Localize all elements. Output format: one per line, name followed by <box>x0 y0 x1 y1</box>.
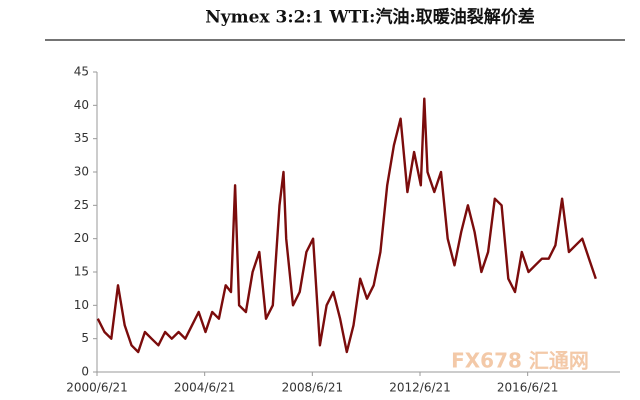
y-tick-label: 35 <box>74 131 89 145</box>
y-tick-label: 40 <box>74 98 89 112</box>
x-tick-label: 2012/6/21 <box>389 381 451 395</box>
y-tick-label: 10 <box>74 298 89 312</box>
y-tick-label: 25 <box>74 198 89 212</box>
y-tick-label: 45 <box>74 65 89 79</box>
chart-title: Nymex 3:2:1 WTI:汽油:取暖油裂解价差 <box>205 7 534 28</box>
watermark: FX678 汇通网 <box>451 349 589 373</box>
data-line <box>96 97 597 354</box>
y-tick-label: 15 <box>74 265 89 279</box>
x-tick-label: 2000/6/21 <box>66 381 128 395</box>
y-tick-label: 5 <box>81 331 89 345</box>
x-tick-label: 2008/6/21 <box>282 381 344 395</box>
y-tick-label: 20 <box>74 231 89 245</box>
x-tick-label: 2004/6/21 <box>174 381 236 395</box>
y-tick-label: 0 <box>81 365 89 379</box>
x-tick-label: 2016/6/21 <box>497 381 559 395</box>
y-tick-label: 30 <box>74 165 89 179</box>
